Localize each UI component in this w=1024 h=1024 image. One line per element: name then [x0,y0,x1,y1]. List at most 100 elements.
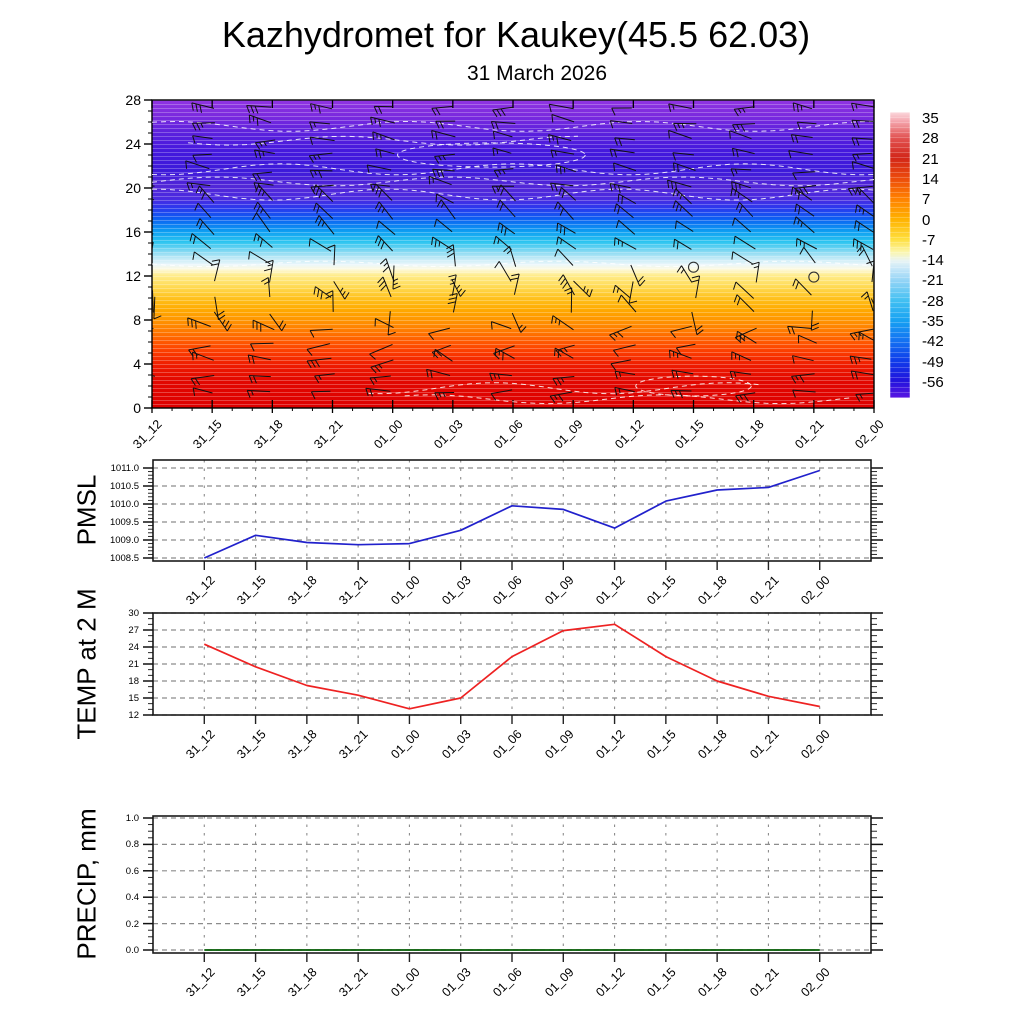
pmsl-x-tick-label: 02_00 [798,573,833,608]
colorbar-tick-label: -14 [922,252,944,270]
colorbar-tick-label: -7 [922,231,936,249]
precip-x-tick-label: 01_18 [695,965,731,1000]
precip-y-tick-label: 0.2 [125,918,139,930]
cross-section-x-tick-label: 01_18 [732,417,767,452]
temp2m-y-tick-label: 15 [128,693,139,704]
temp2m-y-tick-label: 21 [128,659,139,670]
chart-subtitle: 31 March 2026 [466,62,608,85]
colorbar-tick-label: 0 [922,211,931,229]
precip-x-tick-label: 01_06 [490,965,525,1000]
temp2m-y-tick-label: 12 [128,710,139,721]
cross-section-x-tick-label: 01_03 [431,417,466,452]
pmsl-x-tick-label: 01_15 [644,573,679,608]
precip-x-tick-label: 31_12 [182,965,218,1000]
cross-section-y-tick-label: 24 [125,136,141,152]
temp-x-tick-label: 31_12 [182,727,218,762]
precip-x-tick-label: 01_09 [541,965,577,1000]
precip-y-tick-label: 1.0 [125,813,139,824]
temp2m-y-tick-label: 30 [128,608,139,619]
contour-band-striations [152,100,874,408]
cross-section-y-tick-label: 0 [133,400,141,416]
cross-section-x-tick-label: 01_15 [671,417,707,452]
colorbar-tick-label: -28 [922,292,944,310]
pmsl-data-line [203,469,820,559]
pmsl-y-tick-label: 1009.5 [109,517,139,528]
cross-section-y-tick-label: 28 [125,92,141,108]
colorbar-tick-label: -56 [922,374,944,392]
precip-x-tick-label: 31_21 [336,965,372,1000]
precip-y-tick-label: 0.8 [125,839,139,851]
temp-x-tick-label: 31_15 [233,727,269,762]
pmsl-x-tick-label: 01_18 [695,573,731,608]
precip-x-tick-label: 31_15 [233,965,269,1000]
temp-x-tick-label: 01_18 [695,727,731,762]
pmsl-axis-title: PMSL [71,474,102,546]
temp-x-tick-label: 02_00 [798,727,833,762]
cross-section-x-tick-label: 01_12 [611,417,647,452]
precip-x-tick-label: 02_00 [798,965,833,1000]
colorbar-tick-label: -42 [922,333,944,351]
chart-title: Kazhydromet for Kaukey(45.5 62.03) [221,14,811,55]
pmsl-x-tick-label: 01_00 [387,573,423,608]
pmsl-y-tick-label: 1011.0 [110,463,139,474]
precip-x-tick-label: 01_12 [592,965,628,1000]
pmsl-y-tick-label: 1010.5 [109,481,139,492]
temp2m-data-line [203,623,820,710]
pmsl-x-tick-label: 01_06 [490,573,525,608]
precip-x-tick-label: 01_15 [644,965,679,1000]
pmsl-panel-axes [143,459,883,570]
temp-x-tick-label: 01_12 [592,727,628,762]
precip-x-tick-label: 01_03 [439,965,474,1000]
precip-y-tick-label: 0.4 [125,892,139,904]
cross-section-x-tick-label: 02_00 [852,417,887,452]
colorbar-tick-label: -21 [922,272,944,290]
temp2m-y-tick-label: 18 [128,676,139,687]
precip-panel-axes [143,815,883,962]
pmsl-x-tick-label: 01_09 [541,573,577,608]
colorbar-tick-label: 7 [922,191,931,209]
pmsl-x-tick-label: 31_12 [182,573,218,608]
temp2m-y-tick-label: 27 [128,625,139,636]
temp2m-panel-axes [143,612,883,724]
colorbar-tick-label: 35 [922,110,939,127]
pmsl-x-tick-label: 01_03 [439,573,474,608]
colorbar-tick-label: 21 [922,150,939,168]
precip-y-tick-label: 0.0 [125,945,139,956]
temp-axis-title: TEMP at 2 M [71,588,102,740]
colorbar-striations [890,112,910,398]
precip-axis-title: PRECIP, mm [71,808,102,960]
cross-section-y-tick-label: 20 [125,180,141,196]
cross-section-x-tick-label: 31_18 [250,417,286,452]
temp-x-tick-label: 01_09 [541,727,577,762]
cross-section-x-tick-label: 01_21 [792,417,827,452]
cross-section-panel [152,100,874,408]
temp-x-tick-label: 01_21 [746,727,782,762]
colorbar-tick-label: 28 [922,130,939,148]
pmsl-y-tick-label: 1009.0 [109,535,139,546]
pmsl-x-tick-label: 31_15 [233,573,269,608]
temp-x-tick-label: 31_21 [336,727,372,762]
precip-x-tick-label: 01_21 [746,965,782,1000]
pmsl-x-tick-label: 31_21 [336,573,372,608]
pmsl-x-tick-label: 01_21 [746,573,782,608]
pmsl-x-tick-label: 31_18 [285,573,320,608]
cross-section-x-tick-label: 31_12 [130,417,165,452]
cross-section-y-tick-label: 12 [125,268,141,284]
cross-section-x-tick-label: 01_06 [491,417,526,452]
cross-section-y-tick-label: 16 [125,224,141,240]
precip-x-tick-label: 31_18 [285,965,320,1000]
pmsl-y-tick-label: 1008.5 [109,553,139,564]
cross-section-x-tick-label: 31_21 [310,417,346,452]
colorbar-tick-label: 14 [922,170,939,188]
cross-section-y-tick-label: 8 [133,312,141,328]
pmsl-x-tick-label: 01_12 [592,573,628,608]
temp2m-y-tick-label: 24 [128,642,139,653]
temp-x-tick-label: 01_00 [387,727,423,762]
temp-x-tick-label: 01_06 [490,727,525,762]
precip-y-tick-label: 0.6 [125,865,139,877]
colorbar-tick-label: -49 [922,353,944,371]
precip-x-tick-label: 01_00 [387,965,423,1000]
cross-section-x-tick-label: 01_00 [371,417,406,452]
cross-section-x-tick-label: 01_09 [551,417,587,452]
